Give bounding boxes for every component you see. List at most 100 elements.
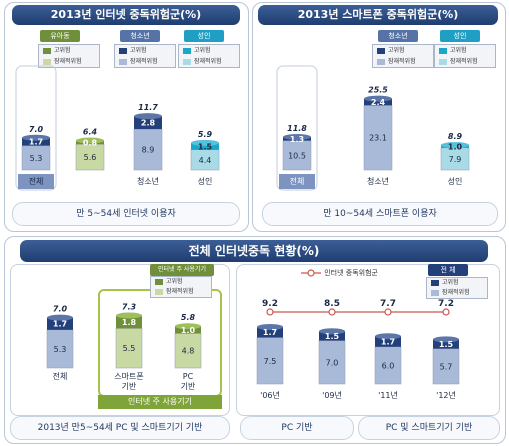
bar-cap bbox=[364, 95, 392, 102]
total-value-label: 5.8 bbox=[181, 313, 196, 322]
bar-high bbox=[191, 142, 219, 150]
device-tag: 인터넷 주 사용기기 bbox=[150, 264, 214, 276]
total-value-label: 11.7 bbox=[138, 103, 158, 112]
legend-high-label: 고위험 bbox=[450, 47, 467, 54]
total-highlight-box bbox=[15, 65, 57, 191]
legend-teen: 고위험 잠재적위험 bbox=[114, 44, 176, 68]
potential-value-label: 5.6 bbox=[84, 153, 97, 162]
bar-potential bbox=[21, 145, 51, 171]
legend-potential-label: 잠재적위험 bbox=[450, 58, 478, 65]
potential-value-label: 5.7 bbox=[440, 362, 453, 371]
bar-high bbox=[257, 326, 283, 338]
legend-adult-sp: 고위험 잠재적위험 bbox=[434, 44, 496, 68]
bar-cap bbox=[116, 312, 142, 319]
internet-risk-caption: 만 5~54세 인터넷 이용자 bbox=[12, 202, 240, 226]
category-label: '12년 bbox=[436, 390, 456, 400]
bar-potential bbox=[318, 340, 346, 385]
trend-point bbox=[442, 308, 450, 316]
potential-value-label: 10.5 bbox=[288, 151, 306, 160]
legend-high-label: 고위험 bbox=[166, 278, 183, 285]
bottom-right-frame bbox=[236, 264, 500, 416]
high-value-label: 1.5 bbox=[198, 142, 213, 151]
category-label: 청소년 bbox=[137, 176, 159, 186]
overall-status-panel bbox=[4, 236, 506, 444]
potential-value-label: 5.3 bbox=[54, 345, 67, 354]
category-label: 청소년 bbox=[367, 176, 389, 186]
total-label-bg bbox=[279, 174, 315, 189]
category-label: 성인 bbox=[448, 176, 463, 186]
bar-high bbox=[22, 137, 50, 146]
high-value-label: 2.8 bbox=[141, 119, 156, 128]
smartphone-risk-caption: 만 10~54세 스마트폰 이용자 bbox=[262, 202, 498, 226]
legend-high-label: 고위험 bbox=[130, 47, 147, 54]
category-label: 성인 bbox=[198, 176, 213, 186]
high-value-label: 1.0 bbox=[181, 326, 196, 335]
total-value-label: 8.9 bbox=[448, 132, 463, 141]
total-value-label: 25.5 bbox=[368, 86, 388, 95]
legend-high-label: 고위험 bbox=[194, 47, 211, 54]
bar-cap bbox=[191, 139, 219, 146]
smartphone-risk-title: 2013년 스마트폰 중독위험군(%) bbox=[258, 5, 498, 25]
legend-total: 고위험 잠재적위험 bbox=[150, 276, 212, 298]
legend-tag-total: 전 체 bbox=[428, 264, 468, 276]
high-value-label: 1.7 bbox=[381, 338, 395, 347]
category-label: 기반 bbox=[181, 382, 196, 391]
category-label: '09년 bbox=[322, 390, 342, 400]
legend-tag-child: 유아동 bbox=[40, 30, 80, 42]
trend-value-label: 7.2 bbox=[438, 299, 454, 309]
bar-high bbox=[375, 336, 401, 347]
bar-cap bbox=[433, 336, 459, 343]
trend-point bbox=[328, 308, 336, 316]
bar-high bbox=[364, 98, 392, 106]
total-value-label: 6.4 bbox=[83, 128, 98, 137]
bar-potential bbox=[190, 149, 220, 171]
trend-point bbox=[384, 308, 392, 316]
bar-cap bbox=[22, 134, 50, 141]
bar-potential bbox=[75, 143, 105, 171]
legend-child: 고위험 잠재적위험 bbox=[38, 44, 100, 68]
total-label-bg bbox=[18, 174, 54, 189]
legend-potential-label: 잠재적위험 bbox=[442, 289, 470, 296]
bar-potential bbox=[115, 328, 143, 369]
category-label: 전체 bbox=[53, 371, 68, 381]
total-value-label: 11.8 bbox=[287, 124, 307, 133]
bar-high bbox=[433, 339, 459, 349]
potential-value-label: 23.1 bbox=[369, 134, 387, 143]
high-value-label: 0.8 bbox=[83, 138, 98, 147]
category-label: 전체 bbox=[29, 176, 44, 186]
bar-high bbox=[47, 317, 73, 330]
category-label: '11년 bbox=[378, 390, 398, 400]
bar-cap bbox=[76, 137, 104, 144]
category-label: 유아동 bbox=[79, 176, 101, 186]
legend-potential-label: 잠재적위험 bbox=[130, 58, 158, 65]
category-label: '06년 bbox=[260, 390, 280, 400]
legend-potential-label: 잠재적위험 bbox=[54, 58, 82, 65]
total-value-label: 7.3 bbox=[122, 302, 137, 311]
high-value-label: 1.7 bbox=[53, 320, 67, 329]
high-value-label: 2.4 bbox=[371, 98, 386, 107]
potential-value-label: 5.3 bbox=[30, 154, 43, 163]
legend-potential-label: 잠재적위험 bbox=[166, 288, 194, 295]
bar-high bbox=[134, 116, 162, 130]
potential-value-label: 5.5 bbox=[123, 344, 136, 353]
trend-value-label: 9.2 bbox=[262, 299, 278, 309]
high-value-label: 1.5 bbox=[325, 332, 340, 341]
trend-value-label: 8.5 bbox=[324, 299, 340, 309]
category-label: 기반 bbox=[122, 382, 137, 391]
bar-cap bbox=[257, 323, 283, 330]
potential-value-label: 8.9 bbox=[142, 146, 155, 155]
potential-value-label: 7.0 bbox=[326, 358, 339, 367]
bar-potential bbox=[374, 346, 402, 385]
legend-tag-teen-sp: 청소년 bbox=[378, 30, 418, 42]
device-caption: 2013년 만5~54세 PC 및 스마트기기 기반 bbox=[10, 416, 230, 440]
pc-caption: PC 기반 bbox=[240, 416, 354, 440]
legend-high-label: 고위험 bbox=[54, 47, 71, 54]
legend-tag-adult: 성인 bbox=[184, 30, 224, 42]
legend-potential-label: 잠재적위험 bbox=[388, 58, 416, 65]
bar-potential bbox=[174, 333, 202, 369]
legend-high-label: 고위험 bbox=[442, 279, 459, 286]
legend-potential-label: 잠재적위험 bbox=[194, 58, 222, 65]
device-tag-bottom: 인터넷 주 사용기기 bbox=[98, 395, 222, 409]
high-value-label: 1.0 bbox=[448, 142, 463, 151]
bar-cap bbox=[47, 314, 73, 321]
